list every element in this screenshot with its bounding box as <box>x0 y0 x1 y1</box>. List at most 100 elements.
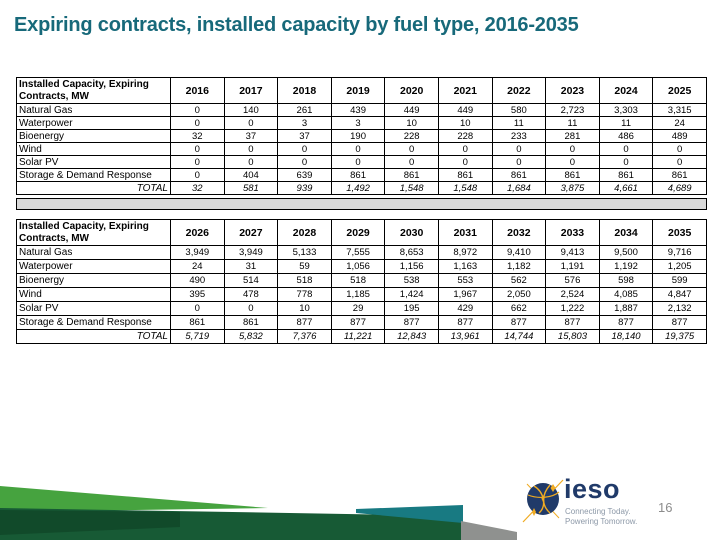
capacity-value: 1,967 <box>437 287 493 302</box>
capacity-value: 9,410 <box>491 245 547 260</box>
capacity-value: 190 <box>330 129 386 143</box>
fuel-row: Bioenergy 490 514 518 518 538 553 562 576 598 599 <box>16 273 707 288</box>
year-header: 2023 <box>545 77 600 104</box>
total-row: TOTAL 32 581 939 1,492 1,548 1,548 1,684 3,875 4,… <box>16 181 707 195</box>
total-value: 19,375 <box>652 329 707 344</box>
capacity-value: 4,085 <box>598 287 654 302</box>
capacity-value: 861 <box>491 168 547 182</box>
table-separator-band <box>16 198 707 210</box>
capacity-value: 0 <box>223 301 279 316</box>
fuel-row: Solar PV 0 0 0 0 0 0 0 0 0 0 <box>16 155 707 169</box>
capacity-value: 11 <box>598 116 654 130</box>
capacity-value: 233 <box>491 129 547 143</box>
total-value: 14,744 <box>491 329 547 344</box>
capacity-value: 1,424 <box>384 287 439 302</box>
capacity-value: 0 <box>652 155 707 169</box>
table-corner-header: Installed Capacity, Expiring Contracts, … <box>16 219 171 246</box>
fuel-row: Storage & Demand Response 861 861 877 877 877… <box>16 315 707 330</box>
total-value: 11,221 <box>330 329 386 344</box>
capacity-value: 2,524 <box>545 287 600 302</box>
capacity-value: 861 <box>652 168 707 182</box>
capacity-value: 0 <box>170 103 225 117</box>
header-row: Installed Capacity, Expiring Contracts, … <box>16 77 707 104</box>
globe-sparkle-icon <box>532 508 536 516</box>
capacity-value: 0 <box>170 155 225 169</box>
globe-parallel <box>527 491 560 498</box>
header-row: Installed Capacity, Expiring Contracts, … <box>16 219 707 246</box>
capacity-value: 1,056 <box>330 259 386 274</box>
total-value: 581 <box>223 181 279 195</box>
year-header: 2034 <box>598 219 654 246</box>
capacity-value: 1,192 <box>598 259 654 274</box>
year-header: 2017 <box>223 77 279 104</box>
capacity-value: 599 <box>652 273 707 288</box>
capacity-value: 429 <box>437 301 493 316</box>
capacity-value: 0 <box>170 142 225 156</box>
year-header: 2029 <box>330 219 386 246</box>
capacity-value: 598 <box>598 273 654 288</box>
capacity-value: 228 <box>437 129 493 143</box>
capacity-value: 10 <box>384 116 439 130</box>
capacity-value: 3,315 <box>652 103 707 117</box>
capacity-value: 0 <box>330 142 386 156</box>
total-value: 1,492 <box>330 181 386 195</box>
capacity-value: 861 <box>330 168 386 182</box>
capacity-value: 3,949 <box>170 245 225 260</box>
ieso-tagline: Connecting Today. Powering Tomorrow. <box>565 507 637 526</box>
capacity-value: 449 <box>384 103 439 117</box>
capacity-value: 11 <box>491 116 547 130</box>
capacity-value: 0 <box>652 142 707 156</box>
capacity-value: 0 <box>223 116 279 130</box>
fuel-label: Natural Gas <box>16 103 171 117</box>
capacity-value: 0 <box>170 301 225 316</box>
year-header: 2028 <box>277 219 332 246</box>
capacity-value: 0 <box>491 155 547 169</box>
year-header: 2033 <box>545 219 600 246</box>
capacity-value: 877 <box>437 315 493 330</box>
total-value: 4,689 <box>652 181 707 195</box>
capacity-value: 877 <box>384 315 439 330</box>
capacity-value: 1,163 <box>437 259 493 274</box>
footer-darker-green-wedge <box>0 510 180 535</box>
fuel-row: Natural Gas 3,949 3,949 5,133 7,555 8,653 8,97… <box>16 245 707 260</box>
capacity-value: 3 <box>330 116 386 130</box>
capacity-value: 3,949 <box>223 245 279 260</box>
total-value: 3,875 <box>545 181 600 195</box>
year-header: 2019 <box>330 77 386 104</box>
total-row: TOTAL 5,719 5,832 7,376 11,221 12,843 13,961 14… <box>16 329 707 344</box>
capacity-value: 1,185 <box>330 287 386 302</box>
capacity-value: 439 <box>330 103 386 117</box>
capacity-value: 861 <box>598 168 654 182</box>
capacity-value: 0 <box>598 142 654 156</box>
capacity-value: 877 <box>330 315 386 330</box>
capacity-value: 489 <box>652 129 707 143</box>
total-value: 18,140 <box>598 329 654 344</box>
capacity-value: 228 <box>384 129 439 143</box>
capacity-value: 8,653 <box>384 245 439 260</box>
capacity-value: 8,972 <box>437 245 493 260</box>
capacity-value: 2,050 <box>491 287 547 302</box>
capacity-value: 0 <box>170 168 225 182</box>
total-value: 1,548 <box>384 181 439 195</box>
capacity-value: 0 <box>223 155 279 169</box>
capacity-value: 0 <box>170 116 225 130</box>
capacity-value: 662 <box>491 301 547 316</box>
capacity-value: 518 <box>330 273 386 288</box>
footer-gray-wedge <box>461 521 517 540</box>
fuel-row: Natural Gas 0 140 261 439 449 449 580 2,723 3,303… <box>16 103 707 117</box>
capacity-value: 580 <box>491 103 547 117</box>
total-value: 15,803 <box>545 329 600 344</box>
year-header: 2027 <box>223 219 279 246</box>
capacity-value: 449 <box>437 103 493 117</box>
capacity-value: 861 <box>170 315 225 330</box>
capacity-value: 24 <box>170 259 225 274</box>
fuel-row: Bioenergy 32 37 37 190 228 228 233 281 486 489 <box>16 129 707 143</box>
fuel-row: Wind 395 478 778 1,185 1,424 1,967 2,050 2,524 4,… <box>16 287 707 302</box>
fuel-label: Solar PV <box>16 301 171 316</box>
capacity-value: 518 <box>277 273 332 288</box>
capacity-value: 0 <box>223 142 279 156</box>
capacity-value: 1,191 <box>545 259 600 274</box>
total-value: 4,661 <box>598 181 654 195</box>
capacity-value: 1,222 <box>545 301 600 316</box>
year-header: 2035 <box>652 219 707 246</box>
